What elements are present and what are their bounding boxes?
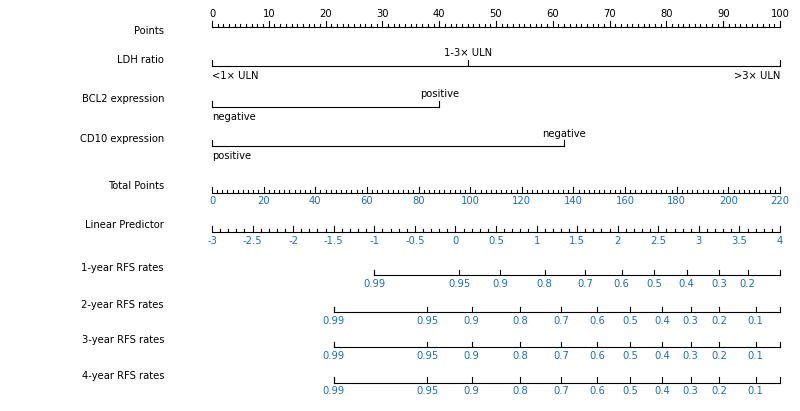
Text: negative: negative: [212, 112, 256, 122]
Text: BCL2 expression: BCL2 expression: [82, 95, 164, 104]
Text: 0.3: 0.3: [683, 316, 698, 326]
Text: 0.5: 0.5: [488, 236, 504, 245]
Text: 40: 40: [309, 196, 322, 206]
Text: -1.5: -1.5: [324, 236, 343, 245]
Text: 0.95: 0.95: [448, 279, 470, 289]
Text: Total Points: Total Points: [108, 181, 164, 191]
Text: 40: 40: [433, 9, 446, 19]
Text: 0.3: 0.3: [711, 279, 727, 289]
Text: 0.99: 0.99: [322, 386, 345, 396]
Text: 0.8: 0.8: [537, 279, 553, 289]
Text: 220: 220: [770, 196, 790, 206]
Text: -3: -3: [207, 236, 217, 245]
Text: 0.4: 0.4: [654, 316, 670, 326]
Text: 0.4: 0.4: [654, 351, 670, 360]
Text: 1: 1: [534, 236, 540, 245]
Text: 50: 50: [490, 9, 502, 19]
Text: 0.3: 0.3: [683, 351, 698, 360]
Text: 0.2: 0.2: [740, 279, 755, 289]
Text: 0.6: 0.6: [614, 279, 630, 289]
Text: 1-year RFS rates: 1-year RFS rates: [82, 263, 164, 273]
Text: 120: 120: [512, 196, 531, 206]
Text: 90: 90: [717, 9, 730, 19]
Text: 2: 2: [614, 236, 621, 245]
Text: 200: 200: [719, 196, 738, 206]
Text: CD10 expression: CD10 expression: [80, 134, 164, 143]
Text: 3-year RFS rates: 3-year RFS rates: [82, 335, 164, 345]
Text: -2.5: -2.5: [242, 236, 262, 245]
Text: 80: 80: [660, 9, 673, 19]
Text: 4-year RFS rates: 4-year RFS rates: [82, 371, 164, 381]
Text: 0.6: 0.6: [590, 351, 606, 360]
Text: 0.8: 0.8: [513, 316, 528, 326]
Text: 0.6: 0.6: [590, 316, 606, 326]
Text: 20: 20: [319, 9, 332, 19]
Text: 0.9: 0.9: [492, 279, 508, 289]
Text: 0.1: 0.1: [748, 316, 763, 326]
Text: 0.5: 0.5: [622, 386, 638, 396]
Text: negative: negative: [542, 129, 586, 139]
Text: >3× ULN: >3× ULN: [734, 71, 780, 81]
Text: 0: 0: [452, 236, 458, 245]
Text: 0.95: 0.95: [416, 351, 438, 360]
Text: 3: 3: [696, 236, 702, 245]
Text: 0.4: 0.4: [679, 279, 694, 289]
Text: 0.3: 0.3: [683, 386, 698, 396]
Text: 0.6: 0.6: [590, 386, 606, 396]
Text: 0.99: 0.99: [322, 351, 345, 360]
Text: 3.5: 3.5: [731, 236, 747, 245]
Text: 0.2: 0.2: [711, 386, 727, 396]
Text: Linear Predictor: Linear Predictor: [85, 220, 164, 230]
Text: 0.9: 0.9: [464, 316, 479, 326]
Text: 0.5: 0.5: [622, 316, 638, 326]
Text: 0.7: 0.7: [578, 279, 593, 289]
Text: positive: positive: [420, 90, 458, 99]
Text: 10: 10: [262, 9, 275, 19]
Text: 0.7: 0.7: [553, 351, 569, 360]
Text: 0: 0: [209, 9, 215, 19]
Text: 0.95: 0.95: [416, 316, 438, 326]
Text: -1: -1: [370, 236, 379, 245]
Text: 0.1: 0.1: [748, 386, 763, 396]
Text: 160: 160: [615, 196, 634, 206]
Text: LDH ratio: LDH ratio: [117, 55, 164, 65]
Text: 0.99: 0.99: [363, 279, 386, 289]
Text: 0.9: 0.9: [464, 351, 479, 360]
Text: 0: 0: [209, 196, 215, 206]
Text: 1.5: 1.5: [569, 236, 585, 245]
Text: 0.9: 0.9: [464, 386, 479, 396]
Text: 0.7: 0.7: [553, 386, 569, 396]
Text: 0.8: 0.8: [513, 386, 528, 396]
Text: 0.95: 0.95: [416, 386, 438, 396]
Text: 0.2: 0.2: [711, 351, 727, 360]
Text: 4: 4: [777, 236, 783, 245]
Text: <1× ULN: <1× ULN: [212, 71, 258, 81]
Text: 100: 100: [461, 196, 480, 206]
Text: 70: 70: [603, 9, 616, 19]
Text: 1-3× ULN: 1-3× ULN: [443, 48, 492, 58]
Text: 0.5: 0.5: [622, 351, 638, 360]
Text: -0.5: -0.5: [405, 236, 425, 245]
Text: 60: 60: [361, 196, 374, 206]
Text: 100: 100: [770, 9, 790, 19]
Text: 2-year RFS rates: 2-year RFS rates: [82, 300, 164, 310]
Text: -2: -2: [288, 236, 298, 245]
Text: positive: positive: [212, 151, 251, 161]
Text: 0.8: 0.8: [513, 351, 528, 360]
Text: 0.4: 0.4: [654, 386, 670, 396]
Text: 0.2: 0.2: [711, 316, 727, 326]
Text: 20: 20: [258, 196, 270, 206]
Text: 0.7: 0.7: [553, 316, 569, 326]
Text: 140: 140: [564, 196, 583, 206]
Text: 0.1: 0.1: [748, 351, 763, 360]
Text: 80: 80: [412, 196, 425, 206]
Text: 0.99: 0.99: [322, 316, 345, 326]
Text: 0.5: 0.5: [646, 279, 662, 289]
Text: 30: 30: [376, 9, 389, 19]
Text: 2.5: 2.5: [650, 236, 666, 245]
Text: 180: 180: [667, 196, 686, 206]
Text: Points: Points: [134, 26, 164, 36]
Text: 60: 60: [546, 9, 559, 19]
